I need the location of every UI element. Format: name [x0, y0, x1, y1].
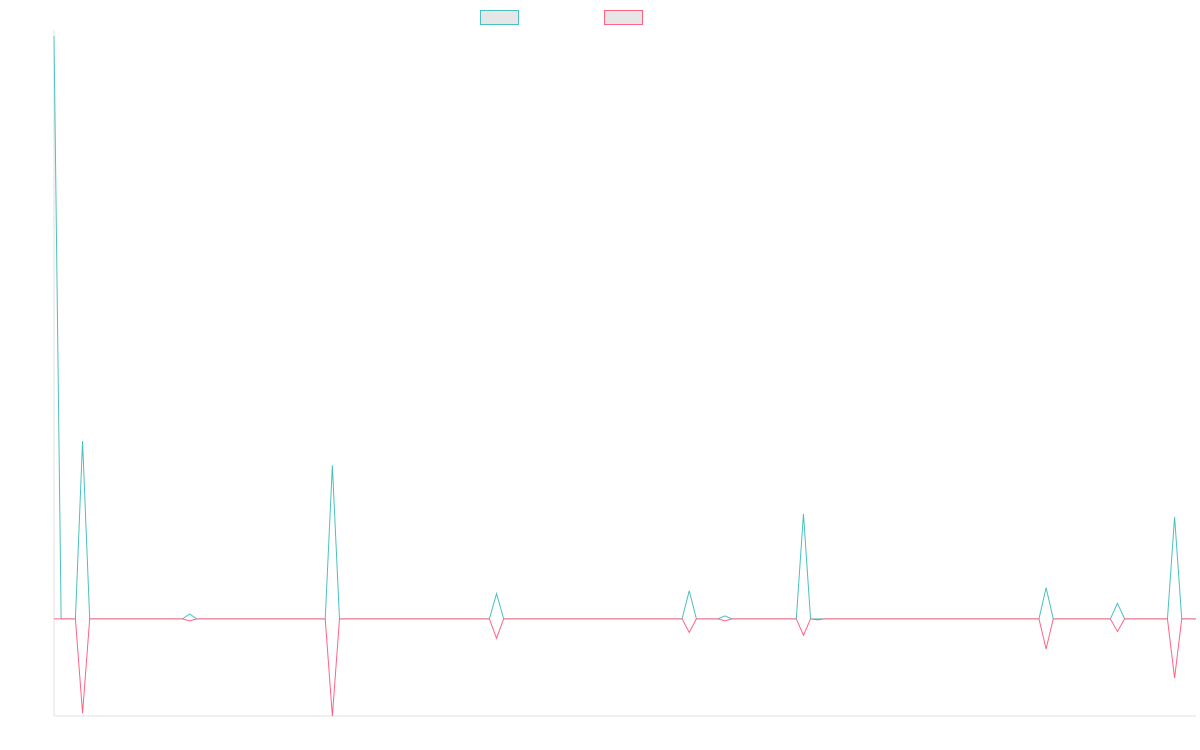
series-line-2[interactable] — [54, 618, 1196, 717]
series-line-1[interactable] — [53, 35, 1196, 620]
legend-swatch-series-1[interactable] — [480, 10, 519, 25]
legend-swatch-series-2[interactable] — [604, 10, 643, 25]
series-layer — [53, 35, 1196, 717]
